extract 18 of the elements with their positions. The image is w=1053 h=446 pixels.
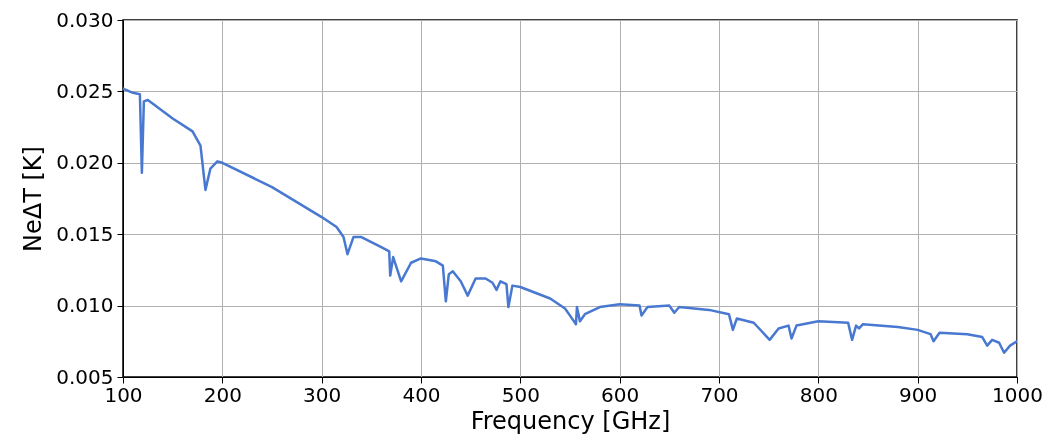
x-tick-label: 700	[700, 382, 739, 407]
x-tick-label: 400	[402, 382, 441, 407]
y-tick-label: 0.015	[56, 221, 114, 246]
x-tick-label: 300	[303, 382, 342, 407]
line-series	[123, 87, 1017, 354]
x-tick-label: 800	[799, 382, 838, 407]
y-axis-title: NeΔT [K]	[19, 146, 48, 252]
y-tick-label: 0.010	[56, 293, 114, 318]
y-tick-label: 0.030	[56, 7, 114, 32]
x-tick-label: 600	[601, 382, 640, 407]
x-tick-label: 500	[501, 382, 540, 407]
y-tick-label: 0.005	[56, 364, 114, 389]
x-tick-label: 900	[899, 382, 938, 407]
x-tick-label: 200	[203, 382, 242, 407]
y-tick-label: 0.020	[56, 150, 114, 175]
x-tick-label: 1000	[992, 382, 1043, 407]
y-tick-label: 0.025	[56, 78, 114, 103]
x-axis-title: Frequency [GHz]	[470, 406, 671, 435]
